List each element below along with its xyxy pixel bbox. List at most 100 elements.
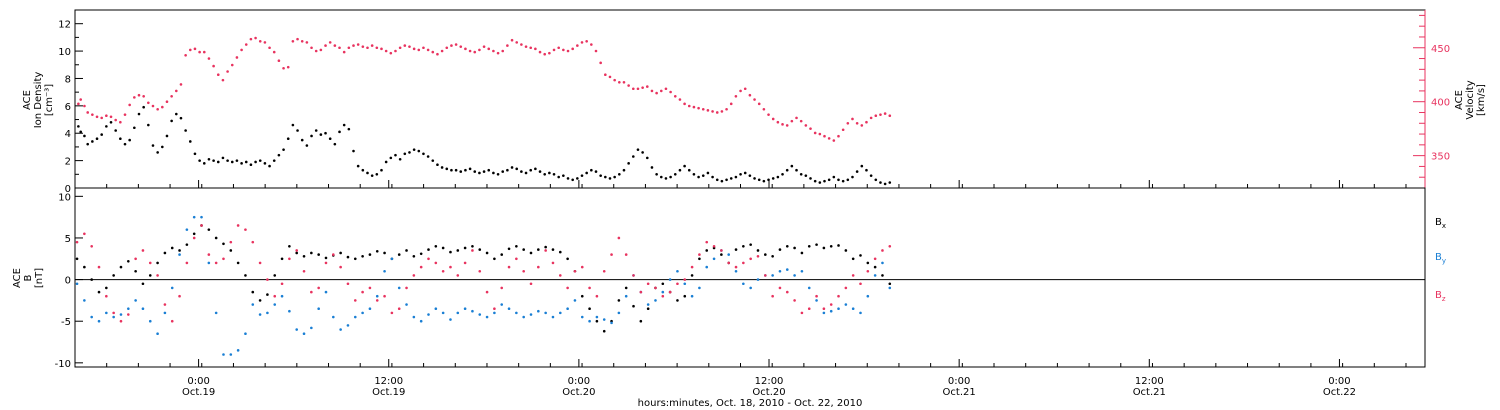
velocity-point [314, 49, 318, 53]
velocity-point [342, 50, 346, 54]
bottom-left-ylabel-line3: [nT] [34, 268, 45, 288]
velocity-point [249, 37, 253, 41]
x-tick-date-label: Oct.21 [1133, 387, 1166, 398]
velocity-point [170, 95, 173, 98]
b-x-point [434, 244, 438, 248]
b-y-point [690, 294, 694, 298]
density-point [370, 174, 374, 177]
density-point [422, 152, 425, 156]
velocity-point [412, 47, 416, 51]
b-y-point [888, 286, 892, 290]
b-y-point [317, 307, 320, 311]
density-point [566, 177, 570, 180]
b-x-point [632, 304, 635, 308]
density-point [403, 152, 407, 156]
density-point [813, 179, 817, 183]
b-z-point [866, 269, 870, 273]
velocity-point [655, 91, 658, 95]
velocity-point [305, 41, 309, 44]
b-y-point [368, 307, 372, 311]
top-left-tick-label: 2 [65, 157, 71, 168]
b-y-point [654, 299, 657, 302]
density-point [408, 151, 411, 154]
density-point [319, 133, 323, 136]
b-y-point [778, 269, 782, 273]
b-y-point [280, 294, 284, 298]
density-point [669, 175, 672, 179]
b-y-point [434, 307, 438, 311]
velocity-point [687, 104, 691, 108]
bottom-left-ylabel: ACE B [nT] [12, 268, 45, 288]
legend-label-by: By [1435, 252, 1446, 265]
b-y-point [558, 311, 562, 315]
velocity-point [501, 49, 505, 53]
b-y-point [427, 313, 430, 316]
b-x-point [558, 250, 562, 254]
velocity-point [590, 43, 593, 46]
density-point [501, 170, 505, 173]
b-z-point [668, 290, 672, 294]
b-y-point [800, 269, 804, 273]
b-z-point [375, 299, 379, 302]
b-z-point [859, 282, 862, 286]
density-point [380, 168, 383, 172]
velocity-point [496, 51, 500, 55]
b-x-point [493, 257, 496, 261]
b-y-point [339, 328, 342, 331]
b-z-point [778, 286, 782, 290]
b-z-point [888, 244, 892, 248]
top-left-ylabel-line2: Ion Density [33, 72, 44, 129]
b-y-point [295, 328, 299, 331]
b-y-point [837, 307, 840, 311]
density-point [837, 178, 840, 182]
b-y-point [610, 321, 613, 325]
density-point [529, 168, 533, 172]
top-data-points [77, 36, 892, 186]
density-point [496, 173, 500, 176]
density-point [431, 159, 435, 162]
velocity-point [422, 46, 425, 50]
b-x-point [449, 250, 452, 254]
b-y-point [566, 307, 569, 311]
b-x-point [412, 254, 416, 258]
b-x-point [698, 257, 701, 261]
b-y-point [178, 253, 181, 256]
velocity-point [235, 56, 239, 59]
x-tick-time-label: 0:00 [187, 376, 209, 387]
b-y-point [595, 315, 599, 319]
b-x-point [185, 243, 189, 246]
b-y-point [97, 319, 101, 323]
b-z-point [170, 319, 174, 323]
density-point [324, 131, 327, 135]
density-point [436, 163, 439, 167]
bottom-left-ylabel-line2: B [23, 274, 34, 281]
b-z-point [580, 265, 584, 269]
density-point [697, 175, 700, 179]
b-z-point [280, 282, 284, 286]
density-point [137, 112, 141, 116]
b-x-point [273, 274, 277, 277]
b-x-point [551, 248, 555, 251]
velocity-point [818, 132, 822, 136]
density-point [77, 125, 80, 128]
velocity-point [450, 44, 453, 47]
density-point [347, 127, 351, 131]
density-point [557, 175, 560, 179]
velocity-point [436, 52, 439, 56]
density-point [706, 171, 710, 175]
density-point [548, 171, 551, 175]
b-y-point [771, 274, 774, 277]
density-point [590, 168, 593, 172]
b-x-point [251, 290, 255, 294]
b-z-point [785, 290, 789, 294]
velocity-point [347, 46, 351, 50]
density-point [804, 174, 808, 177]
b-y-point [361, 311, 364, 315]
b-x-point [324, 256, 328, 260]
density-point [286, 137, 290, 141]
velocity-point [114, 118, 117, 122]
density-point [454, 168, 458, 172]
density-point [515, 167, 519, 171]
b-z-point [148, 261, 152, 265]
b-z-point [405, 286, 408, 290]
